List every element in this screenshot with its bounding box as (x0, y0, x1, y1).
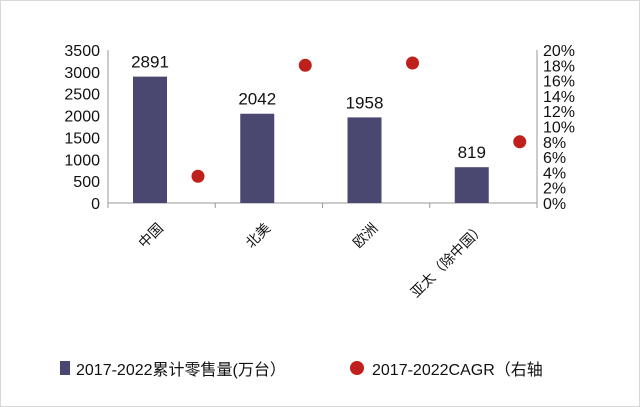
right-tick-label: 12% (543, 104, 575, 121)
category-labels: 中国 北美 欧洲 亚太（除中国） (136, 221, 489, 302)
left-tick-label: 3000 (64, 65, 100, 82)
data-labels: 2891 2042 1958 819 (131, 53, 486, 163)
category-label: 欧洲 (350, 221, 381, 252)
left-tick-label: 3500 (64, 43, 100, 60)
left-tick-label: 1500 (64, 130, 100, 147)
cagr-point (406, 56, 419, 70)
category-label: 北美 (243, 221, 274, 252)
right-tick-label: 16% (543, 74, 575, 91)
legend-bar-swatch (60, 361, 70, 375)
cagr-point (191, 169, 205, 183)
right-tick-label: 2% (543, 181, 566, 198)
right-tick-label: 14% (543, 89, 575, 106)
cagr-dots (191, 56, 527, 183)
bar (454, 167, 489, 203)
legend-cagr-label: 2017-2022CAGR（右轴 (372, 362, 543, 379)
right-tick-label: 4% (543, 165, 566, 182)
legend-retail-label: 2017-2022累计零售量(万台） (76, 362, 286, 379)
legend: 2017-2022累计零售量(万台） 2017-2022CAGR（右轴 (60, 356, 620, 382)
right-axis-ticks: 0%2%4%6%8%10%12%14%16%18%20% (543, 43, 575, 213)
bar (347, 117, 382, 203)
left-tick-label: 500 (73, 174, 100, 191)
left-tick-label: 1000 (64, 152, 100, 169)
legend-item-cagr: 2017-2022CAGR（右轴 (350, 356, 543, 380)
left-tick-label: 0 (91, 196, 100, 213)
legend-item-retail: 2017-2022累计零售量(万台） (60, 356, 286, 380)
category-label: 中国 (136, 221, 167, 252)
legend-dot-swatch (350, 361, 364, 375)
left-axis-ticks: 0 500 1000 1500 2000 2500 3000 3500 (64, 43, 100, 213)
right-tick-label: 8% (543, 135, 566, 152)
right-tick-label: 10% (543, 120, 575, 137)
right-tick-label: 0% (543, 196, 566, 213)
right-tick-label: 6% (543, 150, 566, 167)
left-tick-label: 2500 (64, 87, 100, 104)
right-tick-label: 18% (543, 58, 575, 75)
bar-value-label: 2042 (238, 90, 276, 109)
bar-value-label: 1958 (346, 93, 384, 112)
left-tick-label: 2000 (64, 109, 100, 126)
cagr-point (298, 58, 312, 72)
category-label: 亚太（除中国） (408, 221, 489, 302)
bar (240, 113, 275, 203)
bar (133, 76, 167, 203)
bar-value-label: 2891 (131, 53, 169, 72)
bar-value-label: 819 (458, 143, 486, 162)
cagr-point (513, 135, 527, 149)
bars (133, 76, 489, 203)
right-tick-label: 20% (543, 43, 575, 60)
